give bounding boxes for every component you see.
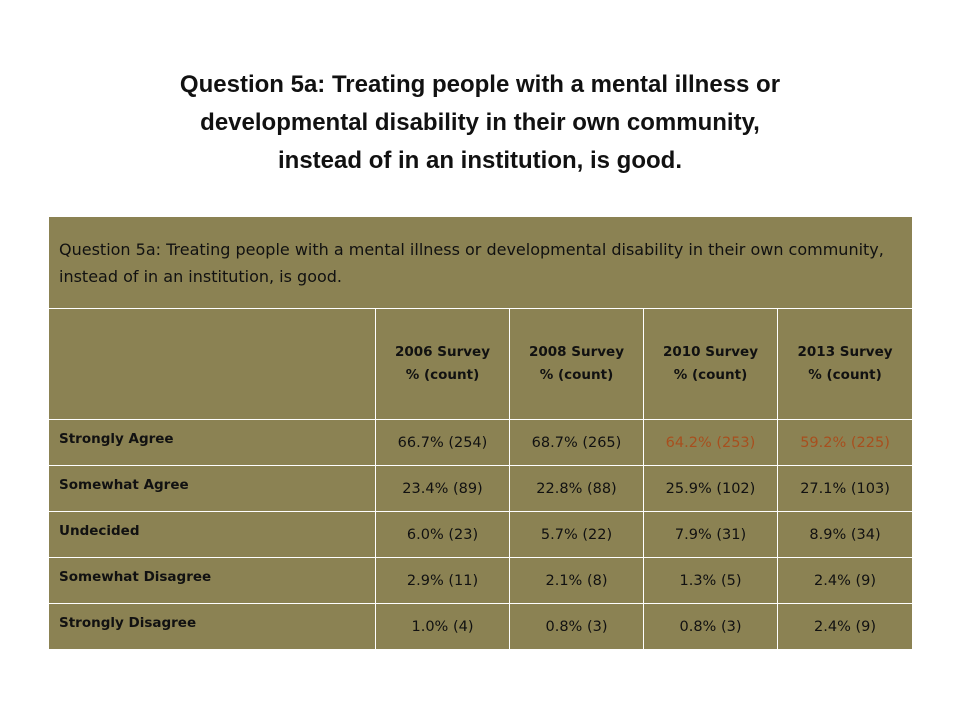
table-cell: 25.9% (102) [643,465,778,512]
column-header-2006: 2006 Survey % (count) [375,308,510,420]
table-cell: 2.9% (11) [375,557,510,604]
column-header-title: 2006 Survey [394,344,491,360]
row-label: Somewhat Disagree [48,557,376,604]
table-cell: 2.4% (9) [776,603,914,650]
column-header-unit: % (count) [405,367,480,383]
table-row-undecided: Undecided 6.0% (23) 5.7% (22) 7.9% (31) … [48,511,914,558]
table-cell: 1.3% (5) [643,557,778,604]
row-label-text: Somewhat Agree [59,476,189,493]
slide-title: Question 5a: Treating people with a ment… [60,66,900,180]
column-header-title: 2010 Survey [662,344,759,360]
header-row: 2006 Survey % (count) 2008 Survey % (cou… [48,308,914,420]
table-row-somewhat-disagree: Somewhat Disagree 2.9% (11) 2.1% (8) 1.3… [48,557,914,604]
row-label-text: Strongly Agree [59,430,174,447]
column-header-2008: 2008 Survey % (count) [509,308,644,420]
row-label-text: Strongly Disagree [59,614,197,631]
survey-results-table: Question 5a: Treating people with a ment… [47,216,914,650]
table-cell: 5.7% (22) [509,511,644,558]
table-cell: 68.7% (265) [509,419,644,466]
table-caption: Question 5a: Treating people with a ment… [47,216,914,309]
row-label: Strongly Agree [48,419,376,466]
table-cell: 66.7% (254) [375,419,510,466]
slide-title-line: developmental disability in their own co… [200,109,760,136]
row-label: Somewhat Agree [48,465,376,512]
table-row-strongly-agree: Strongly Agree 66.7% (254) 68.7% (265) 6… [48,419,914,466]
column-header-title: 2013 Survey [797,344,893,360]
table-cell: 1.0% (4) [375,603,510,650]
table-cell: 6.0% (23) [375,511,510,558]
table-row-strongly-disagree: Strongly Disagree 1.0% (4) 0.8% (3) 0.8%… [48,603,914,650]
row-label: Undecided [48,511,376,558]
caption-row: Question 5a: Treating people with a ment… [47,216,914,309]
table-cell-highlighted: 59.2% (225) [776,419,914,466]
row-label-text: Undecided [59,522,140,539]
table-cell-highlighted: 64.2% (253) [643,419,778,466]
slide-title-line: Question 5a: Treating people with a ment… [179,71,781,98]
slide-title-line: instead of in an institution, is good. [278,147,682,174]
table-row-somewhat-agree: Somewhat Agree 23.4% (89) 22.8% (88) 25.… [48,465,914,512]
table-cell: 2.1% (8) [509,557,644,604]
table-cell: 22.8% (88) [509,465,644,512]
header-empty-cell [48,308,376,420]
column-header-unit: % (count) [808,367,882,383]
table-cell: 7.9% (31) [643,511,778,558]
table-cell: 23.4% (89) [375,465,510,512]
table-cell: 2.4% (9) [776,557,914,604]
row-label: Strongly Disagree [48,603,376,650]
column-header-title: 2008 Survey [528,344,625,360]
table-cell: 8.9% (34) [776,511,914,558]
column-header-2013: 2013 Survey % (count) [776,308,914,420]
column-header-unit: % (count) [673,367,748,383]
table-cell: 0.8% (3) [643,603,778,650]
column-header-2010: 2010 Survey % (count) [643,308,778,420]
row-label-text: Somewhat Disagree [59,568,212,585]
column-header-unit: % (count) [539,367,614,383]
table-cell: 0.8% (3) [509,603,644,650]
table-cell: 27.1% (103) [776,465,914,512]
